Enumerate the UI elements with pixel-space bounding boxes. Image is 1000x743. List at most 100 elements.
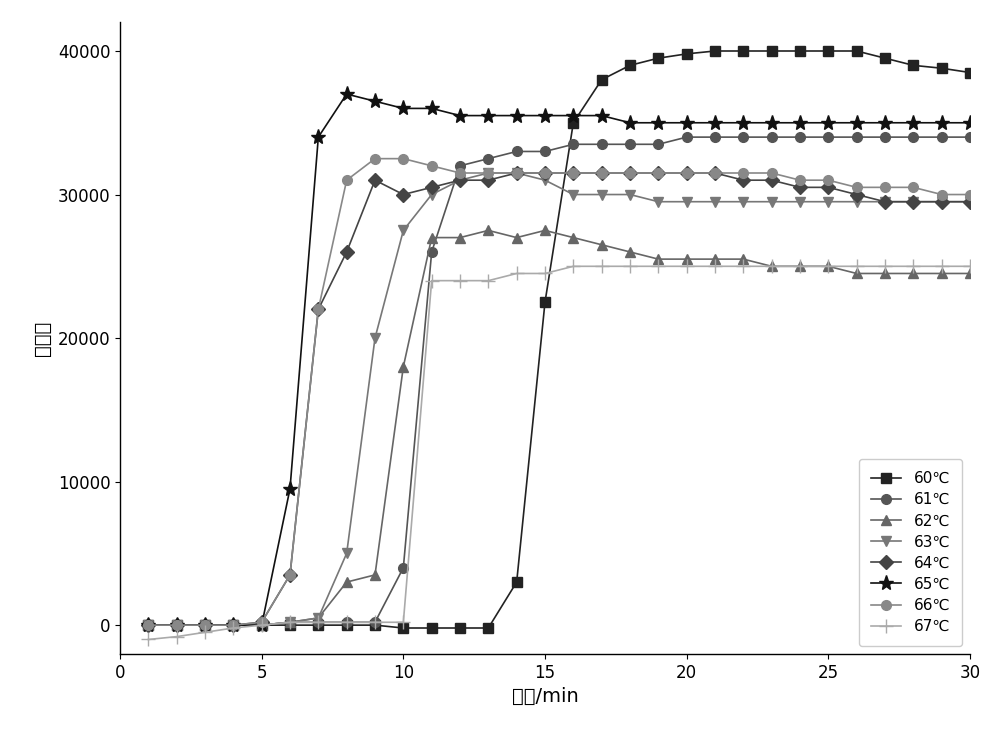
63℃ bbox=[936, 197, 948, 206]
62℃ bbox=[142, 620, 154, 629]
65℃ bbox=[567, 111, 579, 120]
67℃ bbox=[426, 276, 438, 285]
64℃ bbox=[596, 169, 608, 178]
61℃ bbox=[426, 247, 438, 256]
62℃ bbox=[879, 269, 891, 278]
64℃ bbox=[652, 169, 664, 178]
62℃ bbox=[199, 620, 211, 629]
61℃ bbox=[142, 620, 154, 629]
66℃ bbox=[652, 169, 664, 178]
61℃ bbox=[794, 133, 806, 142]
67℃ bbox=[822, 262, 834, 270]
67℃ bbox=[284, 618, 296, 627]
65℃ bbox=[737, 118, 749, 127]
60℃ bbox=[879, 53, 891, 62]
66℃ bbox=[539, 169, 551, 178]
60℃ bbox=[369, 620, 381, 629]
63℃ bbox=[681, 197, 693, 206]
67℃ bbox=[312, 618, 324, 627]
60℃ bbox=[227, 620, 239, 629]
64℃ bbox=[567, 169, 579, 178]
64℃ bbox=[624, 169, 636, 178]
61℃ bbox=[199, 620, 211, 629]
63℃ bbox=[426, 190, 438, 199]
Line: 60℃: 60℃ bbox=[143, 46, 975, 633]
60℃ bbox=[652, 53, 664, 62]
60℃ bbox=[822, 47, 834, 56]
62℃ bbox=[737, 255, 749, 264]
64℃ bbox=[426, 183, 438, 192]
60℃ bbox=[681, 49, 693, 58]
62℃ bbox=[709, 255, 721, 264]
60℃ bbox=[284, 620, 296, 629]
65℃ bbox=[709, 118, 721, 127]
62℃ bbox=[766, 262, 778, 270]
62℃ bbox=[964, 269, 976, 278]
66℃ bbox=[511, 169, 523, 178]
61℃ bbox=[482, 155, 494, 163]
63℃ bbox=[199, 620, 211, 629]
61℃ bbox=[284, 618, 296, 627]
65℃ bbox=[199, 620, 211, 629]
60℃ bbox=[596, 75, 608, 84]
66℃ bbox=[256, 618, 268, 627]
63℃ bbox=[596, 190, 608, 199]
67℃ bbox=[907, 262, 919, 270]
66℃ bbox=[199, 620, 211, 629]
66℃ bbox=[341, 176, 353, 185]
66℃ bbox=[936, 190, 948, 199]
62℃ bbox=[567, 233, 579, 242]
61℃ bbox=[256, 620, 268, 629]
60℃ bbox=[907, 61, 919, 70]
61℃ bbox=[567, 140, 579, 149]
66℃ bbox=[851, 183, 863, 192]
63℃ bbox=[766, 197, 778, 206]
64℃ bbox=[511, 169, 523, 178]
64℃ bbox=[879, 197, 891, 206]
60℃ bbox=[936, 64, 948, 73]
65℃ bbox=[624, 118, 636, 127]
63℃ bbox=[567, 190, 579, 199]
63℃ bbox=[482, 169, 494, 178]
65℃ bbox=[171, 620, 183, 629]
63℃ bbox=[397, 226, 409, 235]
67℃ bbox=[142, 635, 154, 644]
66℃ bbox=[624, 169, 636, 178]
63℃ bbox=[171, 620, 183, 629]
65℃ bbox=[142, 620, 154, 629]
64℃ bbox=[681, 169, 693, 178]
65℃ bbox=[652, 118, 664, 127]
66℃ bbox=[312, 305, 324, 314]
67℃ bbox=[511, 269, 523, 278]
62℃ bbox=[907, 269, 919, 278]
61℃ bbox=[511, 147, 523, 156]
67℃ bbox=[766, 262, 778, 270]
62℃ bbox=[794, 262, 806, 270]
66℃ bbox=[426, 161, 438, 170]
Line: 61℃: 61℃ bbox=[143, 132, 975, 630]
60℃ bbox=[397, 623, 409, 632]
66℃ bbox=[681, 169, 693, 178]
67℃ bbox=[227, 623, 239, 632]
60℃ bbox=[454, 623, 466, 632]
62℃ bbox=[256, 620, 268, 629]
66℃ bbox=[596, 169, 608, 178]
65℃ bbox=[397, 104, 409, 113]
65℃ bbox=[879, 118, 891, 127]
63℃ bbox=[652, 197, 664, 206]
64℃ bbox=[851, 190, 863, 199]
65℃ bbox=[454, 111, 466, 120]
64℃ bbox=[369, 176, 381, 185]
60℃ bbox=[171, 620, 183, 629]
67℃ bbox=[964, 262, 976, 270]
66℃ bbox=[709, 169, 721, 178]
61℃ bbox=[596, 140, 608, 149]
60℃ bbox=[766, 47, 778, 56]
65℃ bbox=[312, 133, 324, 142]
63℃ bbox=[284, 618, 296, 627]
Line: 62℃: 62℃ bbox=[143, 226, 975, 630]
Line: 66℃: 66℃ bbox=[143, 154, 975, 630]
61℃ bbox=[539, 147, 551, 156]
67℃ bbox=[567, 262, 579, 270]
63℃ bbox=[539, 176, 551, 185]
